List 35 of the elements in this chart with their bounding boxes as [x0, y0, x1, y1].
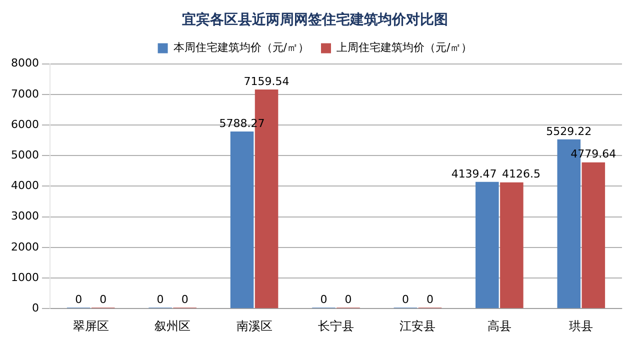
data-label: 0 [320, 292, 328, 306]
x-tick-label: 翠屏区 [72, 318, 109, 333]
x-tick-label: 江安县 [400, 318, 436, 333]
data-label: 0 [100, 292, 107, 306]
data-label: 4126.5 [502, 168, 541, 181]
y-tick-label: 3000 [10, 210, 39, 223]
data-label: 0 [156, 292, 164, 306]
data-label: 0 [344, 292, 352, 306]
data-label: 0 [75, 292, 82, 306]
data-label: 4139.47 [451, 167, 497, 180]
y-tick-label: 0 [32, 301, 39, 314]
y-tick-label: 4000 [10, 179, 39, 192]
data-label: 0 [426, 292, 434, 306]
x-tick-label: 叙州区 [154, 318, 191, 333]
chart-title: 宜宾各区县近两周网签住宅建筑均价对比图 [182, 11, 448, 28]
y-tick-label: 7000 [10, 87, 39, 100]
bar [476, 182, 499, 308]
x-tick-label: 高县 [487, 318, 512, 333]
data-label: 0 [402, 292, 409, 306]
bar [500, 182, 524, 308]
y-tick-label: 2000 [10, 240, 39, 254]
legend-label: 上周住宅建筑均价（元/㎡） [336, 41, 472, 54]
y-tick-label: 6000 [10, 118, 39, 131]
bar [582, 162, 606, 308]
y-tick-label: 8000 [10, 56, 39, 70]
x-tick-label: 南溪区 [236, 318, 272, 333]
data-label: 7159.54 [244, 74, 290, 88]
x-tick-label: 长宁县 [318, 318, 354, 333]
y-tick-label: 1000 [10, 270, 39, 284]
bar [230, 131, 254, 308]
data-label: 5529.22 [546, 124, 592, 138]
y-tick-label: 5000 [10, 148, 39, 162]
x-tick-label: 珙县 [569, 318, 594, 333]
legend-label: 本周住宅建筑均价（元/㎡） [173, 41, 310, 54]
data-label: 0 [181, 292, 188, 306]
